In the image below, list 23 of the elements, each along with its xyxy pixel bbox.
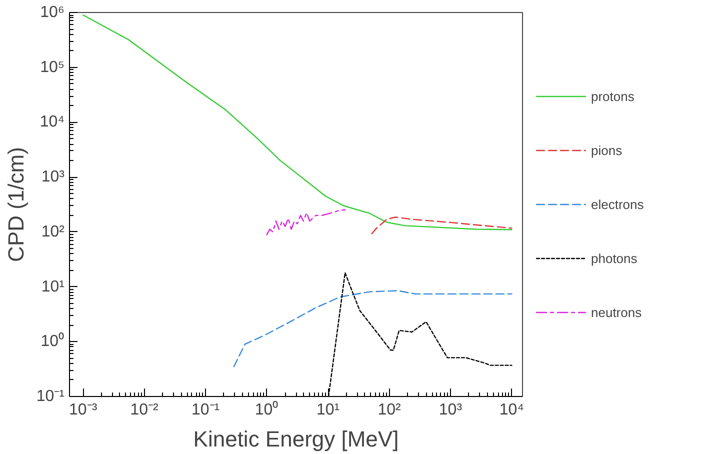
legend-label: protons [591, 88, 634, 104]
x-tick-label: 10⁻¹ [191, 402, 220, 418]
x-tick-label: 10⁰ [254, 400, 279, 418]
y-tick-label: 10⁴ [40, 114, 65, 131]
y-tick-label: 10¹ [41, 278, 64, 296]
x-tick-label: 10³ [438, 402, 463, 418]
legend-label: neutrons [591, 304, 642, 320]
x-tick-label: 10⁴ [499, 402, 524, 418]
x-tick-label: 10⁻² [130, 402, 160, 418]
x-axis-title: Kinetic Energy [MeV] [193, 426, 399, 452]
y-axis-title: CPD (1/cm) [3, 147, 28, 262]
y-tick-label: 10⁰ [40, 332, 64, 350]
x-tick-label: 10⁻³ [69, 402, 98, 418]
y-tick-label: 10³ [41, 168, 66, 186]
legend-label: pions [591, 142, 622, 158]
y-tick-label: 10⁻¹ [36, 388, 64, 405]
x-tick-label: 10² [378, 402, 402, 418]
legend-label: photons [591, 250, 638, 266]
x-tick-label: 10¹ [316, 402, 340, 418]
y-tick-label: 10⁶ [40, 4, 65, 21]
y-tick-label: 10² [41, 223, 66, 240]
y-tick-label: 10⁵ [40, 58, 65, 76]
legend-label: electrons [591, 196, 644, 212]
